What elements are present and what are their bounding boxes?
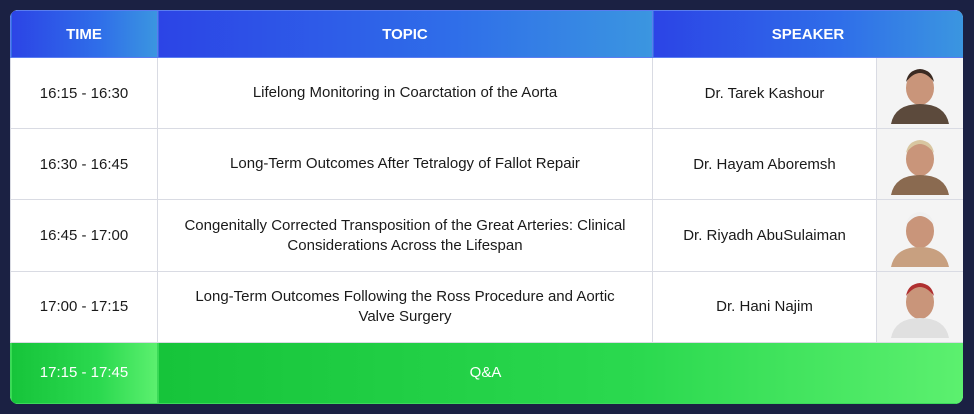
speaker-cell: Dr. Hani Najim (652, 270, 877, 343)
topic-cell: Congenitally Corrected Transposition of … (157, 199, 653, 272)
speaker-cell: Dr. Hayam Aboremsh (652, 128, 877, 201)
speaker-photo (876, 128, 963, 201)
header-cell: TOPIC (157, 10, 653, 59)
topic-cell: Lifelong Monitoring in Coarctation of th… (157, 57, 653, 130)
header-row: TIME TOPIC SPEAKER (10, 10, 963, 59)
speaker-photo (876, 270, 963, 343)
avatar (891, 211, 949, 267)
session-row: 16:30 - 16:45 Long-Term Outcomes After Te… (10, 128, 963, 201)
time-cell: 17:00 - 17:15 (10, 270, 158, 343)
qa-label: Q&A (157, 341, 963, 404)
speaker-photo (876, 57, 963, 130)
qa-time: 17:15 - 17:45 (10, 341, 158, 404)
avatar (891, 282, 949, 338)
session-row: 17:00 - 17:15 Long-Term Outcomes Followin… (10, 270, 963, 343)
header-cell: SPEAKER (652, 10, 963, 59)
topic-cell: Long-Term Outcomes After Tetralogy of Fa… (157, 128, 653, 201)
session-row: 16:15 - 16:30 Lifelong Monitoring in Coar… (10, 57, 963, 130)
session-row: 16:45 - 17:00 Congenitally Corrected Tran… (10, 199, 963, 272)
topic-cell: Long-Term Outcomes Following the Ross Pr… (157, 270, 653, 343)
time-cell: 16:30 - 16:45 (10, 128, 158, 201)
speaker-photo (876, 199, 963, 272)
time-cell: 16:15 - 16:30 (10, 57, 158, 130)
schedule-table: TIME TOPIC SPEAKER 16:15 - 16:30 Lifelong… (10, 10, 963, 404)
schedule: TIME TOPIC SPEAKER 16:15 - 16:30 Lifelong… (10, 10, 963, 404)
speaker-cell: Dr. Tarek Kashour (652, 57, 877, 130)
time-cell: 16:45 - 17:00 (10, 199, 158, 272)
avatar (891, 140, 949, 196)
avatar (891, 69, 949, 125)
header-cell: TIME (10, 10, 158, 59)
qa-row: 17:15 - 17:45 Q&A (10, 341, 963, 404)
speaker-cell: Dr. Riyadh AbuSulaiman (652, 199, 877, 272)
